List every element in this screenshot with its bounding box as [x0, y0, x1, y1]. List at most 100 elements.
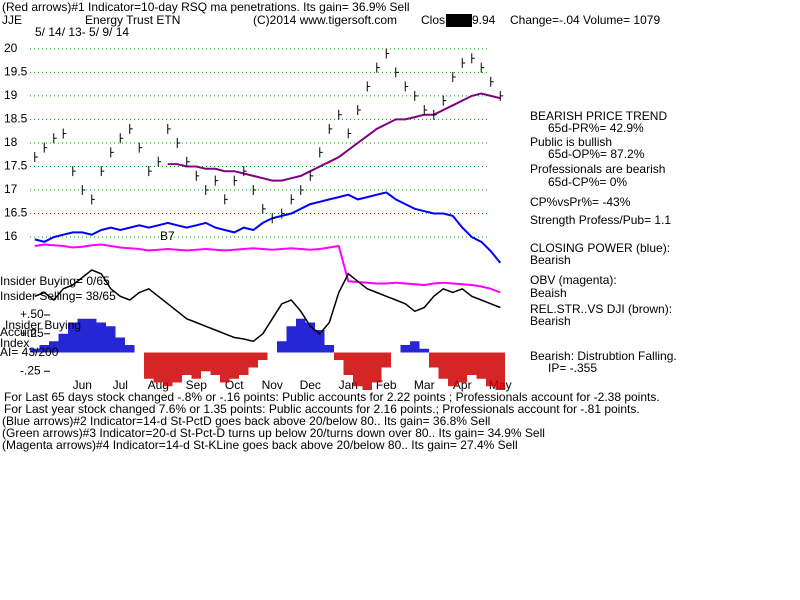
price-bar	[72, 166, 76, 177]
x-tick-label: Jul	[113, 378, 128, 392]
side-note: CP%vsPr%= -43%	[530, 195, 631, 209]
accum-bar	[410, 341, 420, 353]
accum-bar	[172, 352, 182, 383]
side-note: Bearish	[530, 253, 571, 267]
side-note: Strength Profess/Pub= 1.1	[530, 213, 671, 227]
accum-bar	[144, 352, 154, 379]
accum-bar	[58, 333, 68, 353]
price-bar	[167, 123, 171, 134]
price-bar	[148, 166, 152, 177]
stock-name: Energy Trust ETN	[85, 13, 180, 27]
price-bar	[233, 175, 238, 186]
price-bar	[110, 147, 114, 158]
left-note: B7	[160, 229, 175, 243]
accum-bar	[153, 352, 163, 383]
price-bar	[138, 142, 143, 153]
side-note: Public is bullish	[530, 135, 612, 149]
price-bar	[224, 194, 228, 205]
y-tick-label: 16.5	[4, 206, 28, 220]
accum-bar	[372, 352, 382, 383]
price-bar	[53, 133, 57, 144]
price-bar	[62, 128, 67, 139]
accum-bar	[49, 341, 59, 353]
side-note: IP= -.355	[548, 361, 597, 375]
accum-bar	[163, 352, 173, 387]
accum-bar	[305, 322, 315, 353]
accum-bar	[220, 352, 230, 383]
price-bar	[271, 213, 276, 224]
price-bar	[91, 194, 95, 205]
close-prefix: Clos	[421, 13, 445, 27]
accum-bar	[229, 352, 239, 379]
accum-bar	[77, 318, 87, 353]
accum-bar	[125, 345, 135, 353]
price-bar	[34, 152, 38, 163]
x-tick-label: Mar	[414, 378, 435, 392]
footer-line: (Blue arrows)#2 Indicator=14-d St-PctD g…	[2, 414, 490, 428]
accum-bar	[296, 318, 306, 353]
price-bar	[395, 67, 399, 78]
y2-tick-label: +.50	[20, 307, 44, 321]
y-tick-label: 17.5	[4, 159, 28, 173]
y-tick-label: 17	[4, 182, 18, 196]
side-note: 65d-PR%= 42.9%	[548, 121, 644, 135]
price-bar	[81, 185, 86, 195]
accum-bar	[334, 352, 344, 360]
side-note: OBV (magenta):	[530, 273, 617, 287]
x-tick-label: Jun	[73, 378, 92, 392]
y-tick-label: 18	[4, 135, 18, 149]
footer-line: For Last 65 days stock changed -.8% or -…	[4, 390, 660, 404]
accum-bar	[30, 348, 40, 353]
side-note: Beaish	[530, 286, 567, 300]
price-bar	[442, 95, 447, 106]
accum-bar	[324, 345, 334, 353]
accum-bar	[476, 352, 486, 379]
footer-line: For Last year stock changed 7.6% or 1.35…	[4, 402, 640, 416]
side-note: REL.STR..VS DJI (brown):	[530, 302, 672, 316]
y-tick-label: 19.5	[4, 65, 28, 79]
x-tick-label: Nov	[262, 378, 283, 392]
accum-bar	[315, 330, 325, 353]
price-bar	[319, 147, 323, 158]
accum-bar	[201, 352, 211, 372]
side-note: Bearish	[530, 314, 571, 328]
price-bar	[243, 166, 247, 177]
accum-bar	[68, 322, 78, 353]
accum-bar	[353, 352, 363, 387]
accum-bar	[248, 352, 258, 368]
left-note: Accum	[0, 325, 37, 339]
price-bar	[328, 123, 333, 134]
side-note: 65d-OP%= 87.2%	[548, 147, 645, 161]
accum-bar	[495, 352, 505, 390]
price-bar	[195, 170, 200, 181]
y-tick-label: 16	[4, 229, 18, 243]
price-bar	[157, 156, 162, 167]
accum-bar	[467, 352, 477, 375]
close-value: 9.94	[472, 13, 496, 27]
left-note: Insider Buying= 0/65	[0, 274, 110, 288]
price-bar	[262, 203, 266, 214]
accum-bar	[381, 352, 391, 368]
change-volume: Change=-.04 Volume= 1079	[510, 13, 660, 27]
accum-bar	[87, 318, 97, 353]
side-note: Bearish: Distrubtion Falling.	[530, 349, 677, 363]
accum-bar	[182, 352, 192, 375]
price-bar	[452, 72, 456, 83]
price-bar	[433, 109, 437, 120]
side-note: Professionals are bearish	[530, 162, 665, 176]
accum-bar	[362, 352, 372, 390]
price-bar	[100, 166, 105, 177]
side-note: 65d-CP%= 0%	[548, 175, 627, 189]
accum-bar	[419, 348, 429, 353]
accum-bar	[239, 352, 249, 375]
accum-bar	[429, 352, 439, 368]
series-line	[34, 191, 502, 264]
date-range: 5/ 14/ 13- 5/ 9/ 14	[35, 25, 129, 39]
y-tick-label: 19	[4, 88, 18, 102]
price-bar	[471, 53, 475, 64]
footer-line: (Magenta arrows)#4 Indicator=14-d St-KLi…	[2, 438, 518, 452]
price-bar	[366, 81, 371, 92]
x-tick-label: Sep	[186, 378, 208, 392]
